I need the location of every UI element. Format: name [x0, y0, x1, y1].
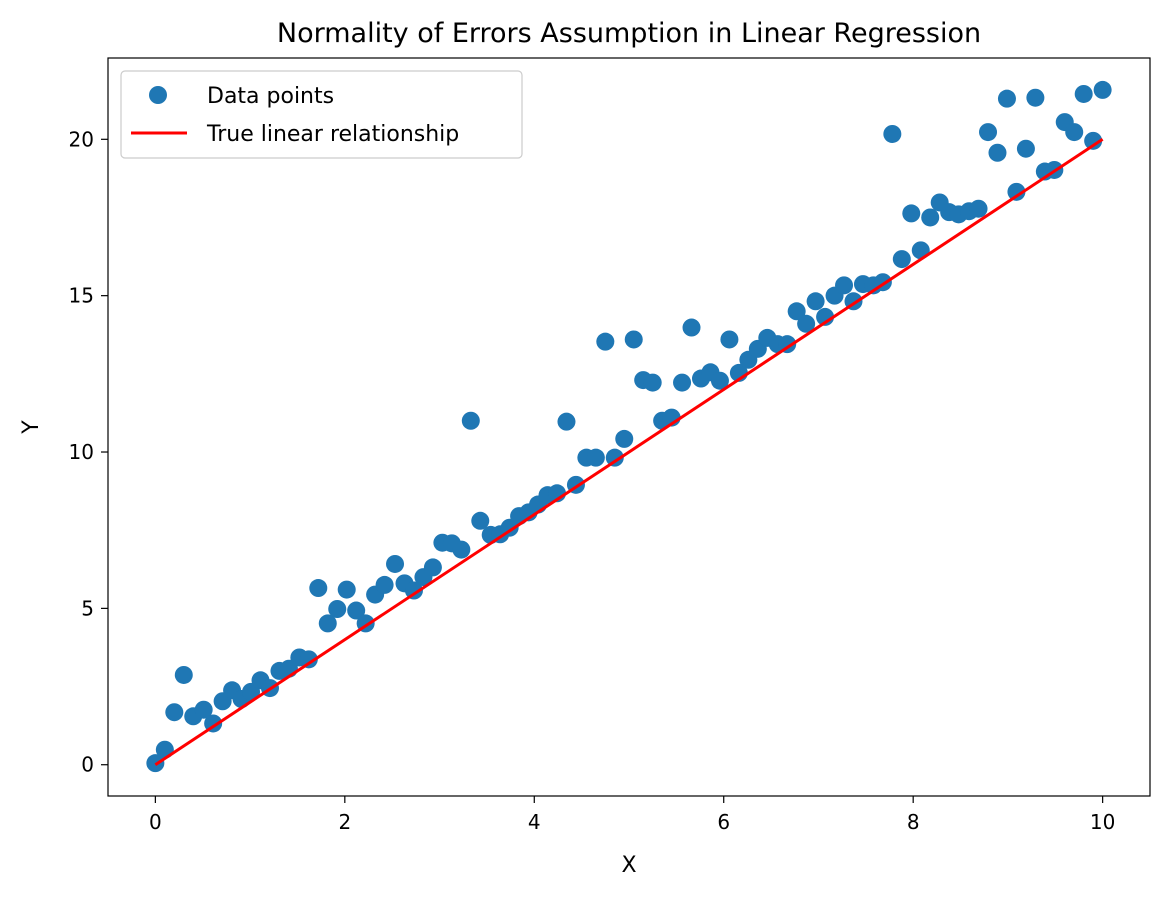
data-point-55 — [673, 373, 692, 392]
data-point-5 — [194, 700, 213, 719]
data-point-20 — [337, 580, 356, 599]
data-point-52 — [643, 373, 662, 392]
data-point-3 — [174, 665, 193, 684]
data-point-72 — [835, 276, 854, 295]
y-tick-label-5: 5 — [81, 596, 94, 620]
data-point-27 — [404, 581, 423, 600]
legend-box — [120, 70, 523, 159]
data-point-59 — [710, 371, 729, 390]
x-tick-label-10: 10 — [1090, 810, 1115, 834]
chart-title: Normality of Errors Assumption in Linear… — [277, 18, 981, 49]
data-point-56 — [682, 318, 701, 337]
data-point-32 — [452, 540, 471, 559]
data-point-87 — [979, 123, 998, 142]
data-point-99 — [1093, 80, 1112, 99]
x-tick-label-6: 6 — [717, 810, 730, 834]
data-point-29 — [423, 558, 442, 577]
data-point-92 — [1026, 88, 1045, 107]
data-point-91 — [1016, 139, 1035, 158]
data-point-47 — [596, 332, 615, 351]
data-point-77 — [883, 124, 902, 143]
data-point-96 — [1065, 123, 1084, 142]
x-axis-label: X — [621, 853, 636, 878]
data-point-88 — [988, 143, 1007, 162]
y-axis-label: Y — [19, 420, 44, 435]
data-point-34 — [471, 511, 490, 530]
data-point-21 — [347, 601, 366, 620]
data-marks — [146, 80, 1112, 773]
y-tick-label-0: 0 — [81, 753, 94, 777]
data-point-24 — [375, 575, 394, 594]
data-point-48 — [605, 448, 624, 467]
data-point-43 — [557, 412, 576, 431]
data-point-50 — [624, 330, 643, 349]
y-tick-label-20: 20 — [69, 127, 94, 151]
y-tick-label-15: 15 — [69, 284, 94, 308]
x-tick-label-8: 8 — [907, 810, 920, 834]
data-point-17 — [309, 579, 328, 598]
data-point-78 — [892, 250, 911, 269]
data-point-66 — [778, 335, 797, 354]
data-point-16 — [299, 650, 318, 669]
data-point-18 — [318, 614, 337, 633]
data-point-68 — [797, 314, 816, 333]
data-point-46 — [586, 448, 605, 467]
data-point-70 — [816, 307, 835, 326]
data-point-97 — [1074, 84, 1093, 103]
data-point-60 — [720, 330, 739, 349]
data-point-25 — [386, 554, 405, 573]
legend-label-data-points: Data points — [207, 84, 334, 109]
data-point-2 — [165, 703, 184, 722]
data-point-69 — [806, 292, 825, 311]
data-point-67 — [787, 302, 806, 321]
y-tick-label-10: 10 — [69, 440, 94, 464]
legend-marker-data-points — [149, 86, 167, 104]
y-axis-ticks: 0 5 10 15 20 — [69, 127, 108, 777]
data-point-89 — [997, 89, 1016, 108]
data-point-86 — [969, 199, 988, 218]
x-tick-label-4: 4 — [528, 810, 541, 834]
data-point-90 — [1007, 182, 1026, 201]
plot-frame — [107, 57, 1151, 797]
x-axis-ticks: 0 2 4 6 8 10 — [149, 796, 1115, 834]
data-point-49 — [615, 429, 634, 448]
legend-label-true-linear-relationship: True linear relationship — [206, 122, 459, 147]
data-point-19 — [328, 600, 347, 618]
data-point-33 — [461, 411, 480, 430]
legend: Data points True linear relationship — [120, 70, 523, 159]
plot-area — [107, 57, 1151, 797]
x-tick-label-0: 0 — [149, 810, 162, 834]
data-point-81 — [921, 208, 940, 227]
data-point-79 — [902, 204, 921, 223]
x-tick-label-2: 2 — [338, 810, 351, 834]
true-linear-relationship-line — [154, 138, 1104, 766]
data-point-98 — [1084, 131, 1103, 150]
